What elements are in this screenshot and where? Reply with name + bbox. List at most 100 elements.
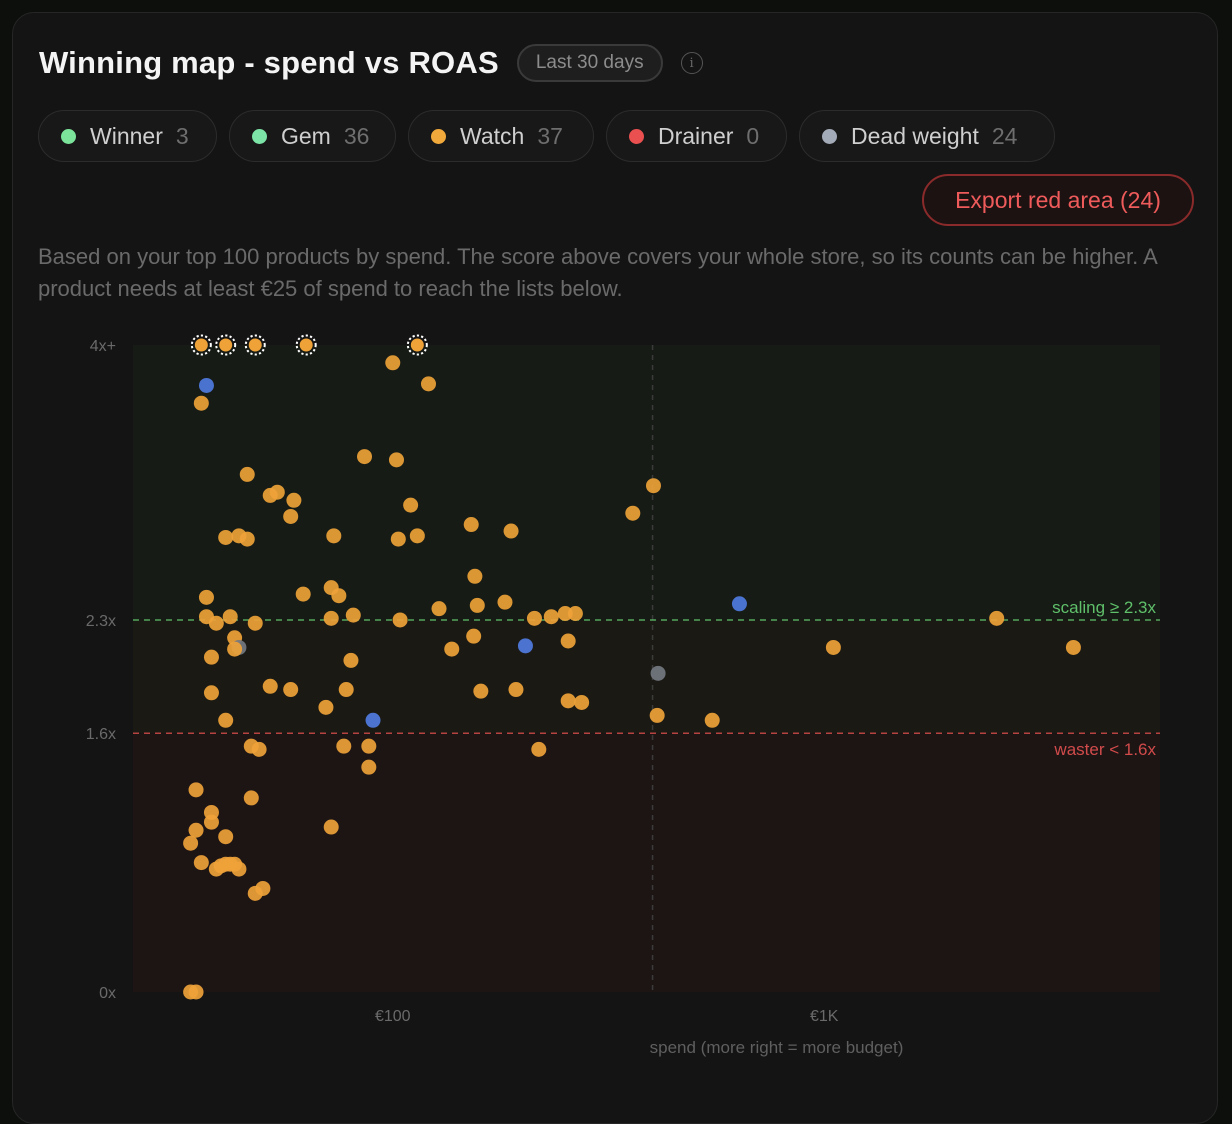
data-point — [574, 694, 590, 710]
data-point — [193, 855, 209, 871]
data-point — [193, 395, 209, 411]
header-row: Winning map - spend vs ROAS Last 30 days… — [39, 41, 703, 85]
data-point — [331, 588, 347, 604]
data-point — [625, 505, 641, 521]
card-title: Winning map - spend vs ROAS — [39, 45, 499, 80]
data-point — [731, 596, 747, 612]
data-point — [255, 880, 271, 896]
data-point — [560, 633, 576, 649]
data-point — [531, 741, 547, 757]
data-point — [338, 682, 354, 698]
data-point — [825, 639, 841, 655]
capped-data-point — [248, 338, 262, 352]
data-point — [1065, 639, 1081, 655]
scatter-chart: scaling ≥ 2.3x waster < 1.6x 0x 1.6x 2.3x 4x+… — [86, 334, 1160, 1057]
data-point — [392, 612, 408, 628]
legend-pill-dead-weight[interactable]: Dead weight 24 — [799, 110, 1055, 162]
legend-label: Gem — [281, 122, 331, 149]
data-point — [283, 682, 299, 698]
data-point — [431, 601, 447, 617]
data-point — [227, 641, 243, 657]
capped-data-point — [410, 338, 424, 352]
x-tick-label: €1K — [810, 1008, 839, 1025]
data-point — [269, 484, 285, 500]
waster-threshold-label: waster < 1.6x — [1053, 740, 1156, 759]
data-point — [183, 835, 199, 851]
data-point — [239, 466, 255, 482]
x-tick-label: €100 — [375, 1008, 411, 1025]
data-point — [188, 782, 204, 798]
data-point — [239, 531, 255, 547]
data-point — [203, 685, 219, 701]
capped-point-ring — [406, 334, 428, 356]
legend-count: 0 — [746, 122, 760, 149]
data-point — [403, 497, 419, 513]
legend-pill-drainer[interactable]: Drainer 0 — [606, 110, 787, 162]
y-tick-label: 0x — [99, 985, 116, 1002]
capped-point-ring — [215, 334, 237, 356]
y-tick-label: 4x+ — [90, 338, 116, 355]
data-point — [283, 508, 299, 524]
legend-label: Watch — [460, 122, 525, 149]
data-point — [357, 449, 373, 465]
data-point — [567, 606, 583, 622]
data-point — [385, 355, 401, 371]
legend-count: 36 — [343, 122, 370, 149]
legend-pill-watch[interactable]: Watch 37 — [408, 110, 594, 162]
data-point — [203, 649, 219, 665]
zone-waster — [133, 733, 1160, 992]
data-point — [343, 652, 359, 668]
data-point — [560, 693, 576, 709]
data-point — [222, 609, 238, 625]
legend-pill-winner[interactable]: Winner 3 — [38, 110, 217, 162]
legend-label: Dead weight — [851, 122, 979, 149]
data-point — [409, 528, 425, 544]
data-point — [323, 819, 339, 835]
data-point — [444, 641, 460, 657]
info-icon[interactable]: i — [680, 52, 703, 74]
description-text: Based on your top 100 products by spend.… — [38, 244, 1157, 301]
zone-scaling — [133, 345, 1160, 620]
capped-point-ring — [190, 334, 212, 356]
legend-label: Winner — [90, 122, 163, 149]
legend-count: 24 — [991, 122, 1018, 149]
drainer-dot-icon — [629, 128, 644, 144]
data-point — [218, 712, 234, 728]
data-point — [326, 528, 342, 544]
data-point — [361, 738, 377, 754]
capped-data-point — [219, 338, 233, 352]
period-badge[interactable]: Last 30 days — [516, 44, 663, 82]
winner-dot-icon — [61, 128, 76, 144]
data-point — [318, 699, 334, 715]
data-point — [497, 594, 513, 610]
data-point — [243, 790, 259, 806]
capped-data-point — [299, 338, 313, 352]
data-point — [286, 492, 302, 508]
export-red-area-button[interactable]: Export red area (24) — [922, 174, 1194, 226]
dead-weight-dot-icon — [822, 128, 837, 144]
data-point — [208, 615, 224, 631]
data-point — [388, 452, 404, 468]
watch-dot-icon — [431, 128, 446, 144]
data-point — [508, 682, 524, 698]
legend-label: Drainer — [658, 122, 734, 149]
capped-data-point — [194, 338, 208, 352]
data-point — [188, 984, 204, 1000]
data-point — [517, 638, 533, 654]
data-point — [198, 377, 214, 393]
y-tick-label: 2.3x — [86, 613, 116, 630]
data-point — [420, 376, 436, 392]
data-point — [469, 597, 485, 613]
data-point — [473, 683, 489, 699]
legend-pill-gem[interactable]: Gem 36 — [229, 110, 396, 162]
data-point — [390, 531, 406, 547]
legend-count: 3 — [175, 122, 189, 149]
data-point — [323, 610, 339, 626]
data-point — [650, 665, 666, 681]
data-point — [463, 517, 479, 533]
data-point — [231, 861, 247, 877]
capped-point-ring — [295, 334, 317, 356]
data-point — [218, 829, 234, 845]
gem-dot-icon — [252, 128, 267, 144]
data-point — [466, 628, 482, 644]
